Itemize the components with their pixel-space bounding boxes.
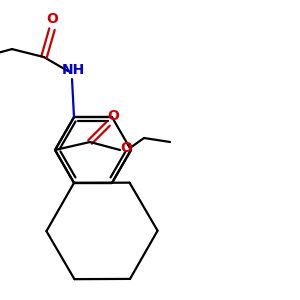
Text: O: O <box>120 141 132 155</box>
Text: NH: NH <box>61 63 85 77</box>
Text: O: O <box>46 12 58 26</box>
Text: O: O <box>107 109 119 123</box>
